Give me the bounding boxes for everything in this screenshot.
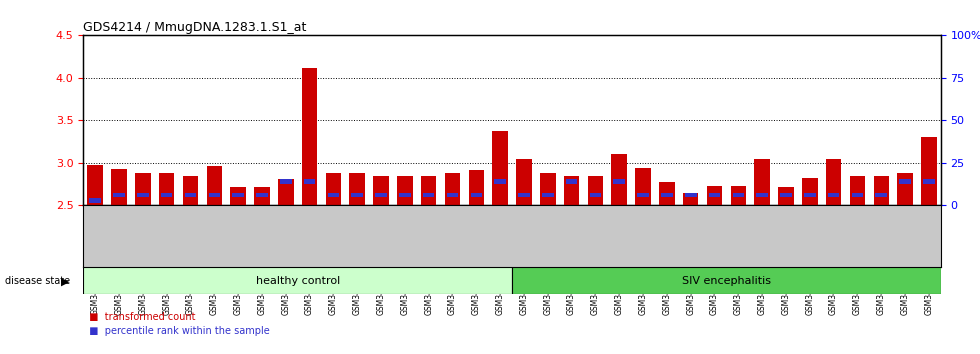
Bar [278, 179, 293, 205]
Bar [898, 173, 912, 205]
Bar [662, 193, 672, 198]
Bar [135, 173, 151, 205]
Bar [302, 68, 318, 205]
Bar [731, 186, 746, 205]
Bar [875, 193, 887, 198]
Bar [182, 176, 198, 205]
Bar [709, 193, 720, 198]
Bar [352, 193, 363, 198]
Bar [921, 137, 937, 205]
Bar [828, 193, 840, 198]
Bar [660, 182, 674, 205]
Text: ■  percentile rank within the sample: ■ percentile rank within the sample [83, 326, 270, 336]
Bar [778, 188, 794, 205]
Bar [923, 179, 935, 184]
Bar [397, 176, 413, 205]
Bar [112, 169, 126, 205]
Text: disease state: disease state [5, 276, 70, 286]
Bar [826, 159, 842, 205]
Bar [873, 176, 889, 205]
Bar [254, 188, 270, 205]
Bar [518, 193, 530, 198]
Bar [256, 193, 268, 198]
Text: ■  transformed count: ■ transformed count [83, 312, 196, 322]
Bar [280, 179, 292, 184]
Bar [421, 176, 436, 205]
Bar [470, 193, 482, 198]
Bar [492, 131, 508, 205]
Bar [184, 193, 196, 198]
Bar [89, 198, 101, 202]
Bar [757, 193, 768, 198]
Bar [87, 165, 103, 205]
Bar [445, 173, 461, 205]
Bar [635, 168, 651, 205]
Bar [207, 166, 222, 205]
Bar [373, 176, 389, 205]
Bar [512, 267, 941, 294]
Bar [327, 193, 339, 198]
Bar [159, 173, 174, 205]
Bar [83, 267, 512, 294]
Bar [637, 193, 649, 198]
Bar [350, 173, 365, 205]
Bar [852, 193, 863, 198]
Bar [447, 193, 459, 198]
Text: ▶: ▶ [61, 276, 70, 286]
Bar [707, 186, 722, 205]
Bar [516, 159, 532, 205]
Bar [468, 171, 484, 205]
Bar [423, 193, 434, 198]
Bar [325, 173, 341, 205]
Bar [161, 193, 172, 198]
Text: SIV encephalitis: SIV encephalitis [682, 275, 771, 286]
Bar [780, 193, 792, 198]
Bar [590, 193, 601, 198]
Bar [850, 176, 865, 205]
Bar [802, 178, 817, 205]
Bar [613, 179, 625, 184]
Bar [114, 193, 124, 198]
Bar [399, 193, 411, 198]
Bar [304, 179, 316, 184]
Bar [564, 176, 579, 205]
Text: healthy control: healthy control [256, 275, 340, 286]
Bar [232, 193, 244, 198]
Bar [588, 176, 603, 205]
Bar [565, 179, 577, 184]
Bar [683, 193, 699, 205]
Bar [375, 193, 387, 198]
Bar [137, 193, 149, 198]
Bar [804, 193, 815, 198]
Bar [230, 188, 246, 205]
Bar [900, 179, 910, 184]
Bar [542, 193, 554, 198]
Bar [494, 179, 506, 184]
Bar [612, 154, 627, 205]
Text: GDS4214 / MmugDNA.1283.1.S1_at: GDS4214 / MmugDNA.1283.1.S1_at [83, 21, 307, 34]
Bar [755, 159, 770, 205]
Bar [685, 193, 697, 198]
Bar [209, 193, 221, 198]
Bar [540, 173, 556, 205]
Bar [732, 193, 744, 198]
